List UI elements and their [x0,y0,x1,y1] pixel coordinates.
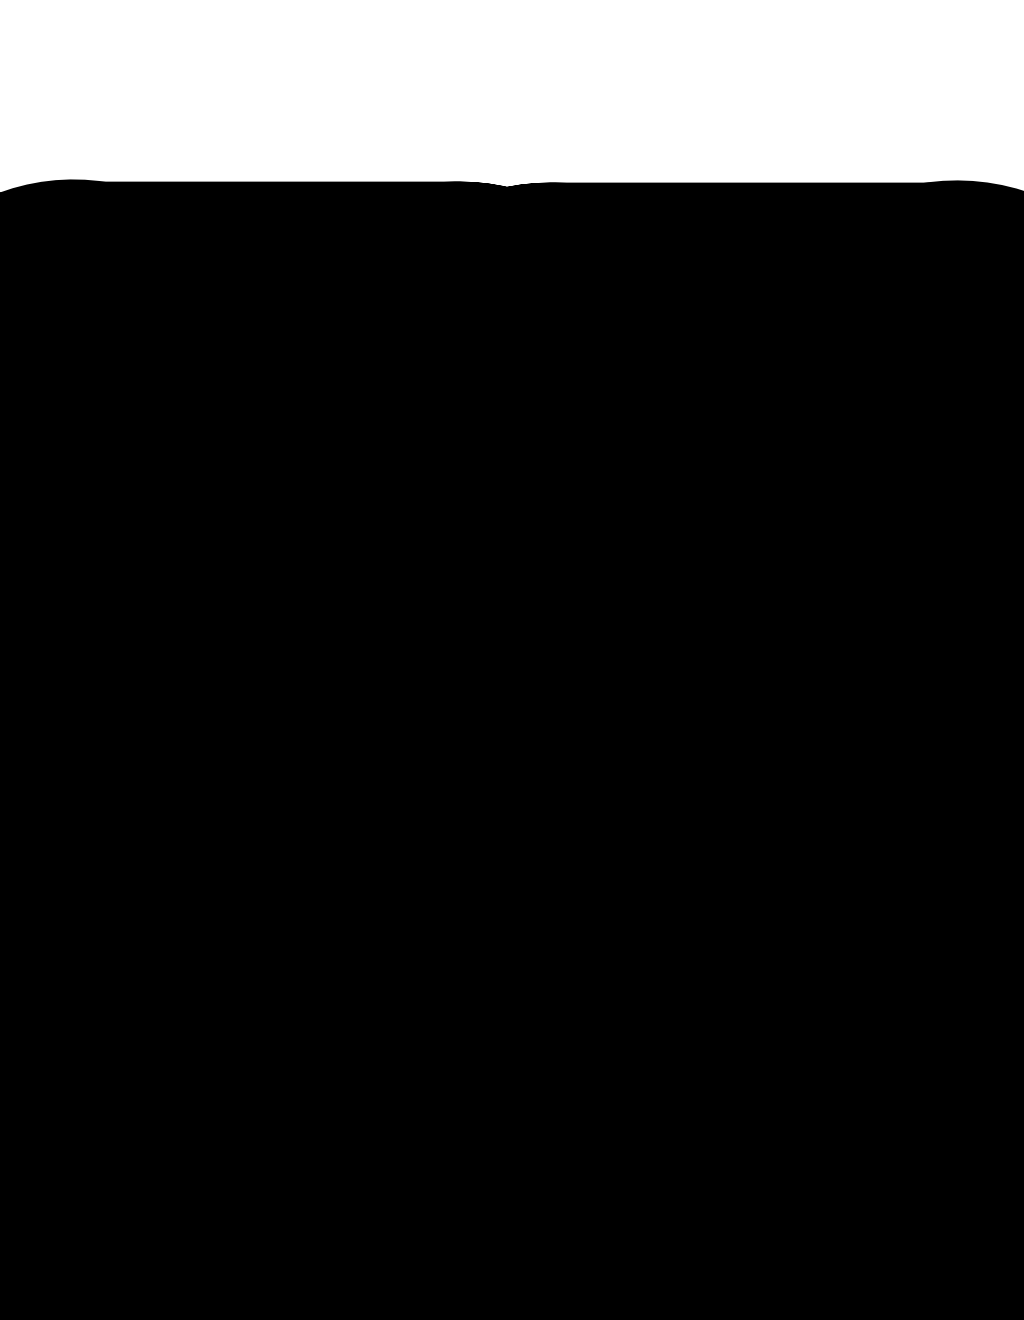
Text: 204: 204 [740,961,764,973]
Bar [423,1036,523,1071]
Bar [264,638,418,678]
Text: FIG.20: FIG.20 [385,281,483,310]
Bar [264,539,418,577]
Bar [264,689,418,719]
Bar [248,345,504,957]
Text: 205: 205 [526,1034,550,1047]
Text: TEST-SCENARIO
STORING UNIT: TEST-SCENARIO STORING UNIT [586,486,666,507]
Text: 201c: 201c [216,502,242,512]
Bar [264,780,418,810]
Text: SESSION-END
PROCESSING UNIT: SESSION-END PROCESSING UNIT [295,693,388,715]
Text: 201e: 201e [216,603,242,612]
Bar [264,820,418,858]
Bar [575,653,676,667]
Text: 202: 202 [710,330,733,343]
Bar [558,478,693,515]
Text: 206: 206 [348,1036,372,1049]
Text: STORING UNIT: STORING UNIT [626,348,727,362]
Text: SIP-URI
RECEPTION-
PERMISSION-
JUDGMENT
PROCESSING UNIT: SIP-URI RECEPTION- PERMISSION- JUDGMENT … [295,371,388,428]
Text: 201b: 201b [215,455,242,465]
Text: Patent Application Publication    Mar. 24, 2011  Sheet 20 of 31    US 2011/00718: Patent Application Publication Mar. 24, … [205,205,845,218]
Bar [234,331,831,966]
Bar [578,974,736,1015]
Text: 200: 200 [665,284,690,298]
Text: 201g: 201g [215,700,242,709]
Bar [535,345,818,957]
Text: TEST-DATA
ACCUMULATING
UNIT: TEST-DATA ACCUMULATING UNIT [586,635,667,668]
Text: TEST-DATA-
NOTIFICATION
PROCESSING UNIT: TEST-DATA- NOTIFICATION PROCESSING UNIT [295,541,388,574]
Text: 201d: 201d [215,553,242,564]
Ellipse shape [575,653,676,678]
Text: 201f: 201f [218,653,242,663]
Text: 202b: 202b [790,463,815,474]
Text: TIME SETTING
UNIT: TIME SETTING UNIT [306,873,377,894]
Text: TO SIP SERVER: TO SIP SERVER [248,1109,326,1118]
Text: RTP-PACKET
GENERATING UNIT: RTP-PACKET GENERATING UNIT [296,983,390,1006]
Text: 201l: 201l [219,834,242,843]
Text: PROCESSING UNIT: PROCESSING UNIT [312,348,439,362]
Text: 203: 203 [426,975,451,989]
Text: SIP-SERVER I/F
UNIT: SIP-SERVER I/F UNIT [249,1045,325,1067]
Bar [263,974,423,1015]
Bar [264,445,418,475]
Text: SESSION-START
PROCESSING UNIT: SESSION-START PROCESSING UNIT [295,449,388,471]
Text: TEST-SCENARIO-
RECEPTION
PROCESSING UNIT: TEST-SCENARIO- RECEPTION PROCESSING UNIT [295,491,388,524]
Bar [552,558,700,701]
Text: 202a: 202a [790,348,815,358]
Text: TEST-RESULT-
JUDGMENT
PROCESSING UNIT: TEST-RESULT- JUDGMENT PROCESSING UNIT [295,591,388,624]
Text: 201m: 201m [212,878,242,888]
Text: 202c: 202c [790,545,815,554]
Text: SYNCHRONIZATIO
N-TIME RECEIVING
UNIT: SYNCHRONIZATIO N-TIME RECEIVING UNIT [295,822,388,855]
Bar [264,730,418,770]
Text: 201a: 201a [435,395,461,404]
Text: TEST EXECUTING
UNIT: TEST EXECUTING UNIT [298,784,385,807]
Bar [264,487,418,527]
Text: TO TEST
MANAGEMENT
APPARATUS: TO TEST MANAGEMENT APPARATUS [428,1097,503,1130]
Bar [264,367,418,432]
Text: TEST-DATA-
RECEPTION
PROCESSING UNIT: TEST-DATA- RECEPTION PROCESSING UNIT [295,733,388,767]
Bar [558,363,693,430]
Text: TEST-RESULT-
NOTIFICATION
PROCESSING UNIT: TEST-RESULT- NOTIFICATION PROCESSING UNI… [295,642,388,675]
Text: RTP-I/F UNIT: RTP-I/F UNIT [441,1048,504,1059]
Text: 201h: 201h [215,744,242,755]
Text: RECEPTION-
PERMITTED SIP-
URI STORING UNIT: RECEPTION- PERMITTED SIP- URI STORING UN… [579,380,673,413]
Ellipse shape [575,594,676,619]
Text: TCP-PACKET
EXTRACTING UNIT: TCP-PACKET EXTRACTING UNIT [610,983,703,1006]
Text: FROM PROBE: FROM PROBE [594,1039,663,1049]
Bar [264,869,418,898]
Text: 201i: 201i [219,791,242,800]
Text: 201: 201 [222,395,242,404]
Bar [228,1036,345,1076]
Bar [217,317,845,1044]
Bar [264,589,418,627]
